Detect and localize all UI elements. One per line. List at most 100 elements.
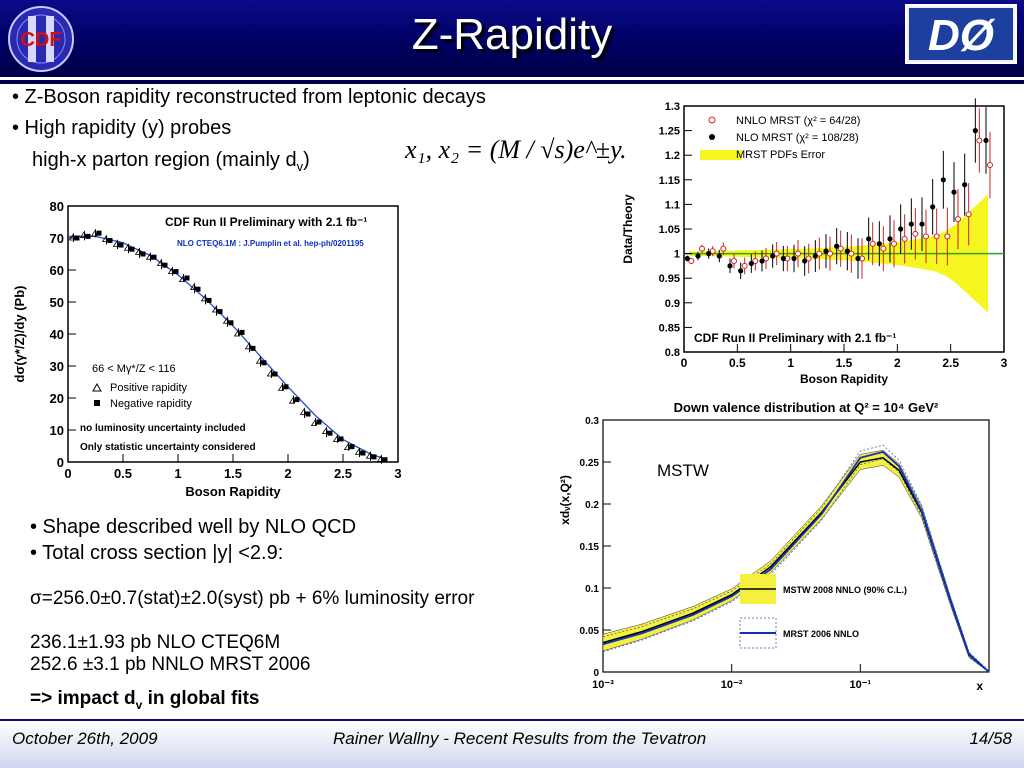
plot1-point-positive — [178, 274, 185, 282]
plot2-point-nnlo — [880, 245, 887, 252]
footer-presenter: Rainer Wallny - Recent Results from the … — [333, 729, 707, 748]
plot1-point-negative — [217, 309, 223, 315]
plot2-ytick-label: 1.1 — [665, 199, 680, 211]
kinematics-formula: x₁, x₂ = (M / √s)e^±y. — [405, 135, 627, 164]
plot2-ylabel: Data/Theory — [621, 194, 635, 264]
plot1-xtick-label: 3 — [394, 466, 401, 481]
plot2-point-nlo — [866, 236, 872, 242]
plot2-legend-marker-nlo — [709, 134, 715, 140]
plot2-point-nlo — [770, 253, 776, 259]
plot3-legend-mstw: MSTW 2008 NNLO (90% C.L.) — [783, 585, 907, 595]
plot2-xlabel: Boson Rapidity — [800, 372, 888, 386]
bullet-high-rapidity: • High rapidity (y) probes — [12, 117, 232, 139]
plot2-legend-nlo: NLO MRST (χ² = 108/28) — [736, 132, 859, 144]
nnlo-prediction: 252.6 ±3.1 pb NNLO MRST 2006 — [30, 654, 311, 675]
plot2-legend-marker-nnlo — [708, 116, 716, 124]
plot1-point-positive — [134, 247, 141, 255]
footer-page-number: 14/58 — [969, 729, 1012, 748]
plot2-point-nlo — [834, 243, 840, 249]
plot1-point-positive — [321, 426, 328, 434]
plot1-point-positive — [343, 442, 350, 450]
plot3-ytick-label: 0 — [593, 668, 599, 679]
plot2-point-nnlo — [731, 257, 737, 264]
plot1-point-positive — [376, 454, 383, 462]
plot2-point-nnlo — [955, 216, 961, 223]
plot1-point-positive — [101, 234, 108, 242]
svg-text:DØ: DØ — [928, 11, 996, 60]
plot1-point-negative — [371, 454, 377, 460]
plot1-xtick-label: 0 — [64, 466, 71, 481]
plot2-ytick-label: 1 — [674, 249, 680, 261]
plot2-xtick-label: 0 — [681, 356, 688, 370]
plot1-xlabel: Boson Rapidity — [185, 484, 281, 499]
plot1-point-positive — [156, 258, 163, 266]
data-theory-ratio-plot: 0 0.5 1 1.5 2 2.5 3 0.8 0.85 0.9 0.95 1 1.05 1.1 1.15 1… — [621, 98, 1008, 386]
plot1-legend-mass: 66 < Mγ*/Z < 116 — [92, 363, 176, 375]
plot1-point-negative — [327, 430, 333, 436]
down-valence-plot: Down valence distribution at Q² = 10⁴ Ge… — [558, 400, 990, 693]
cross-section-result: σ=256.0±0.7(stat)±2.0(syst) pb + 6% lumi… — [30, 588, 475, 609]
plot2-point-nnlo — [741, 262, 748, 269]
plot2-point-nlo — [802, 258, 808, 264]
plot2-ytick-label: 1.3 — [665, 101, 680, 113]
plot2-ytick-label: 0.85 — [659, 322, 680, 334]
nlo-prediction: 236.1±1.93 pb NLO CTEQ6M — [30, 632, 281, 653]
plot1-point-positive — [277, 383, 284, 391]
plot1-point-negative — [305, 411, 311, 417]
plot2-point-nnlo — [891, 240, 897, 247]
plot1-ytick-label: 30 — [50, 359, 64, 374]
plot1-point-positive — [332, 434, 339, 442]
plot2-ytick-label: 0.8 — [665, 347, 680, 359]
plot1-ytick-label: 70 — [50, 231, 64, 246]
plot1-xtick-label: 2.5 — [334, 466, 352, 481]
plot1-point-positive — [299, 407, 306, 415]
plot3-xlabel: x — [976, 679, 983, 693]
slide-title: Z-Rapidity — [411, 10, 613, 59]
plot2-point-nlo — [855, 255, 861, 262]
plot1-ytick-label: 10 — [50, 423, 64, 438]
plot2-point-nlo — [748, 260, 754, 267]
plot2-point-nlo — [940, 177, 946, 183]
plot1-point-positive — [167, 266, 174, 274]
plot2-ytick-label: 1.15 — [659, 175, 680, 187]
plot1-point-negative — [195, 286, 201, 292]
plot2-point-nlo — [812, 253, 818, 259]
plot1-point-positive — [145, 252, 152, 260]
plot1-point-positive — [255, 356, 262, 364]
plot1-xtick-label: 2 — [284, 466, 291, 481]
plot3-xtick-label: 10⁻¹ — [849, 679, 871, 691]
plot2-point-nlo — [919, 221, 925, 227]
plot1-point-negative — [316, 419, 322, 425]
plot1-point-positive — [266, 368, 273, 377]
plot2-point-nnlo — [795, 250, 801, 257]
plot1-point-negative — [96, 230, 102, 236]
plot2-point-nlo — [738, 268, 744, 274]
plot1-point-negative — [349, 444, 355, 450]
plot1-point-negative — [107, 238, 113, 244]
bullet-total-cross-section: • Total cross section |y| <2.9: — [30, 542, 284, 564]
plot1-point-positive — [288, 396, 295, 404]
plot1-point-positive — [200, 293, 207, 302]
plot1-point-positive — [222, 316, 229, 324]
plot1-point-negative — [382, 457, 388, 463]
plot2-xtick-label: 0.5 — [729, 356, 746, 370]
plot1-xtick-label: 0.5 — [114, 466, 132, 481]
plot1-ytick-label: 80 — [50, 199, 64, 214]
plot3-mrst-curve — [602, 450, 990, 673]
plot2-point-nnlo — [763, 255, 769, 262]
plot1-point-positive — [68, 232, 75, 241]
d0-logo: DØ — [905, 4, 1017, 64]
bullet-shape-described: • Shape described well by NLO QCD — [30, 516, 357, 538]
plot1-point-negative — [250, 345, 256, 351]
plot2-point-nnlo — [987, 162, 993, 169]
plot2-point-nnlo — [965, 211, 972, 218]
plot1-xtick-label: 1 — [174, 466, 181, 481]
plot1-point-negative — [294, 397, 300, 403]
plot1-ytick-label: 50 — [50, 295, 64, 310]
impact-sub: v — [135, 697, 143, 712]
plot1-point-positive — [365, 451, 372, 459]
plot1-legend-positive: Positive rapidity — [110, 382, 188, 394]
slide-footer: October 26th, 2009 Rainer Wallny - Recen… — [0, 719, 1024, 768]
plot2-point-nnlo — [805, 255, 812, 262]
